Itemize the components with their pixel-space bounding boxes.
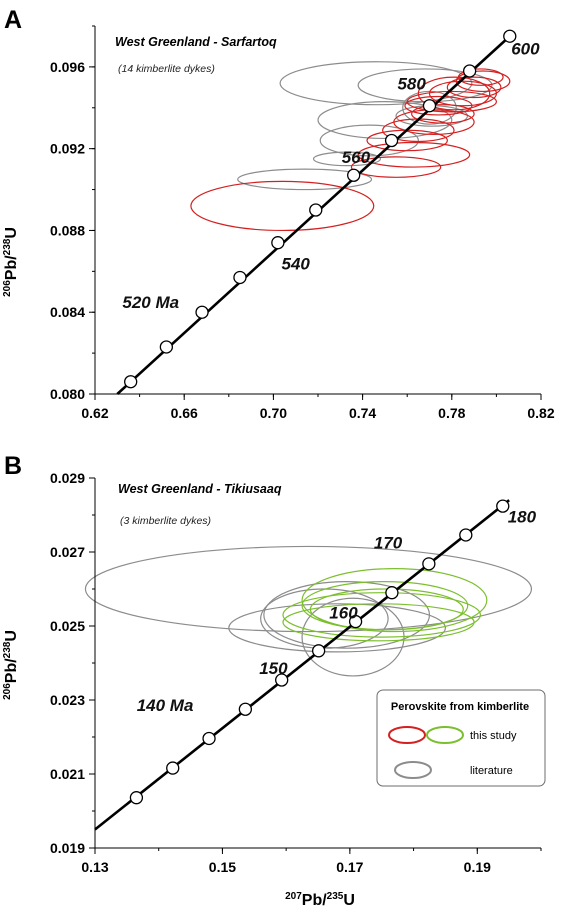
panel-b-xlabel-main2: U: [343, 892, 355, 909]
legend: Perovskite from kimberlite this study li…: [377, 690, 545, 786]
age-label: 580: [397, 74, 426, 93]
y-tick-label: 0.021: [50, 766, 85, 782]
panel-a-ylabel-sup2: 238: [2, 238, 13, 255]
concordia-age-point: [234, 271, 246, 283]
x-tick-label: 0.74: [349, 405, 376, 421]
x-tick-label: 0.13: [81, 859, 108, 875]
age-label: 520 Ma: [122, 293, 179, 312]
y-tick-label: 0.084: [50, 304, 85, 320]
concordia-age-point: [160, 341, 172, 353]
panel-a-title: West Greenland - Sarfartoq: [115, 35, 277, 49]
concordia-age-point: [130, 792, 142, 804]
panel-b-subtitle: (3 kimberlite dykes): [120, 515, 211, 527]
x-tick-label: 0.15: [209, 859, 236, 875]
legend-label-this-study: this study: [470, 730, 517, 742]
x-tick-label: 0.66: [171, 405, 198, 421]
panel-b-ylabel-sup2: 238: [2, 641, 13, 658]
y-tick-label: 0.025: [50, 618, 85, 634]
x-tick-label: 0.19: [464, 859, 491, 875]
y-tick-label: 0.080: [50, 386, 85, 402]
panel-b-letter: B: [4, 452, 22, 480]
concordia-age-point: [310, 204, 322, 216]
concordia-age-point: [386, 587, 398, 599]
y-tick-label: 0.027: [50, 544, 85, 560]
x-tick-label: 0.78: [438, 405, 465, 421]
y-tick-label: 0.023: [50, 692, 85, 708]
age-label: 600: [511, 40, 540, 59]
age-label: 560: [342, 148, 371, 167]
panel-b-ylabel-main1: Pb/: [3, 658, 20, 683]
concordia-age-point: [460, 529, 472, 541]
age-label: 140 Ma: [137, 696, 194, 715]
panel-b-title: West Greenland - Tikiusaaq: [118, 482, 282, 496]
concordia-age-point: [125, 376, 137, 388]
concordia-age-point: [348, 169, 360, 181]
concordia-age-point: [423, 558, 435, 570]
concordia-age-point: [424, 100, 436, 112]
concordia-age-point: [272, 237, 284, 249]
panel-a-ylabel-main1: Pb/: [3, 255, 20, 280]
panel-b-xlabel-sup2: 235: [327, 891, 344, 902]
y-tick-label: 0.088: [50, 222, 85, 238]
y-tick-label: 0.092: [50, 141, 85, 157]
panel-a-ylabel-sup1: 206: [2, 280, 13, 297]
concordia-age-point: [167, 762, 179, 774]
panel-a-subtitle: (14 kimberlite dykes): [118, 63, 215, 75]
concordia-age-point: [386, 134, 398, 146]
legend-title: Perovskite from kimberlite: [391, 701, 529, 713]
concordia-age-point: [239, 703, 251, 715]
panel-b-xlabel-main1: Pb/: [302, 892, 327, 909]
panel-b-xlabel-sup1: 207: [285, 891, 302, 902]
panel-b-ylabel-sup1: 206: [2, 683, 13, 700]
y-tick-label: 0.019: [50, 840, 85, 856]
x-tick-label: 0.62: [81, 405, 108, 421]
y-tick-label: 0.096: [50, 59, 85, 75]
age-label: 540: [282, 254, 311, 273]
panel-b-ylabel-main2: U: [3, 630, 20, 642]
x-tick-label: 0.82: [527, 405, 554, 421]
concordia-age-point: [203, 732, 215, 744]
y-tick-label: 0.029: [50, 470, 85, 486]
concordia-age-point: [313, 645, 325, 657]
age-label: 180: [508, 507, 537, 526]
x-tick-label: 0.70: [260, 405, 287, 421]
legend-label-literature: literature: [470, 765, 513, 777]
age-label: 170: [374, 533, 403, 552]
concordia-age-point: [464, 65, 476, 77]
panel-a-ylabel-main2: U: [3, 227, 20, 239]
x-tick-label: 0.17: [336, 859, 363, 875]
age-label: 160: [329, 604, 358, 623]
concordia-age-point: [196, 306, 208, 318]
age-label: 150: [259, 659, 288, 678]
panel-a-letter: A: [4, 6, 22, 34]
